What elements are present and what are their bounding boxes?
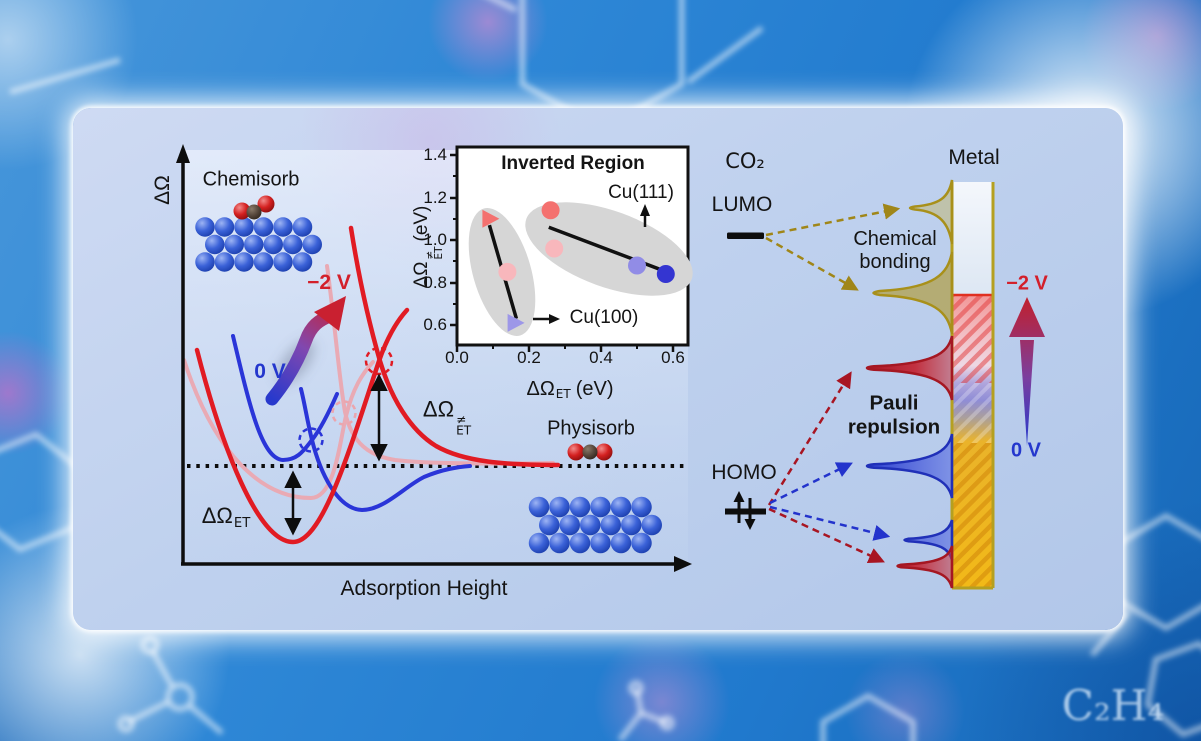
figure-panel <box>73 108 1123 630</box>
background-formula: C₂H₄ <box>1061 680 1165 730</box>
